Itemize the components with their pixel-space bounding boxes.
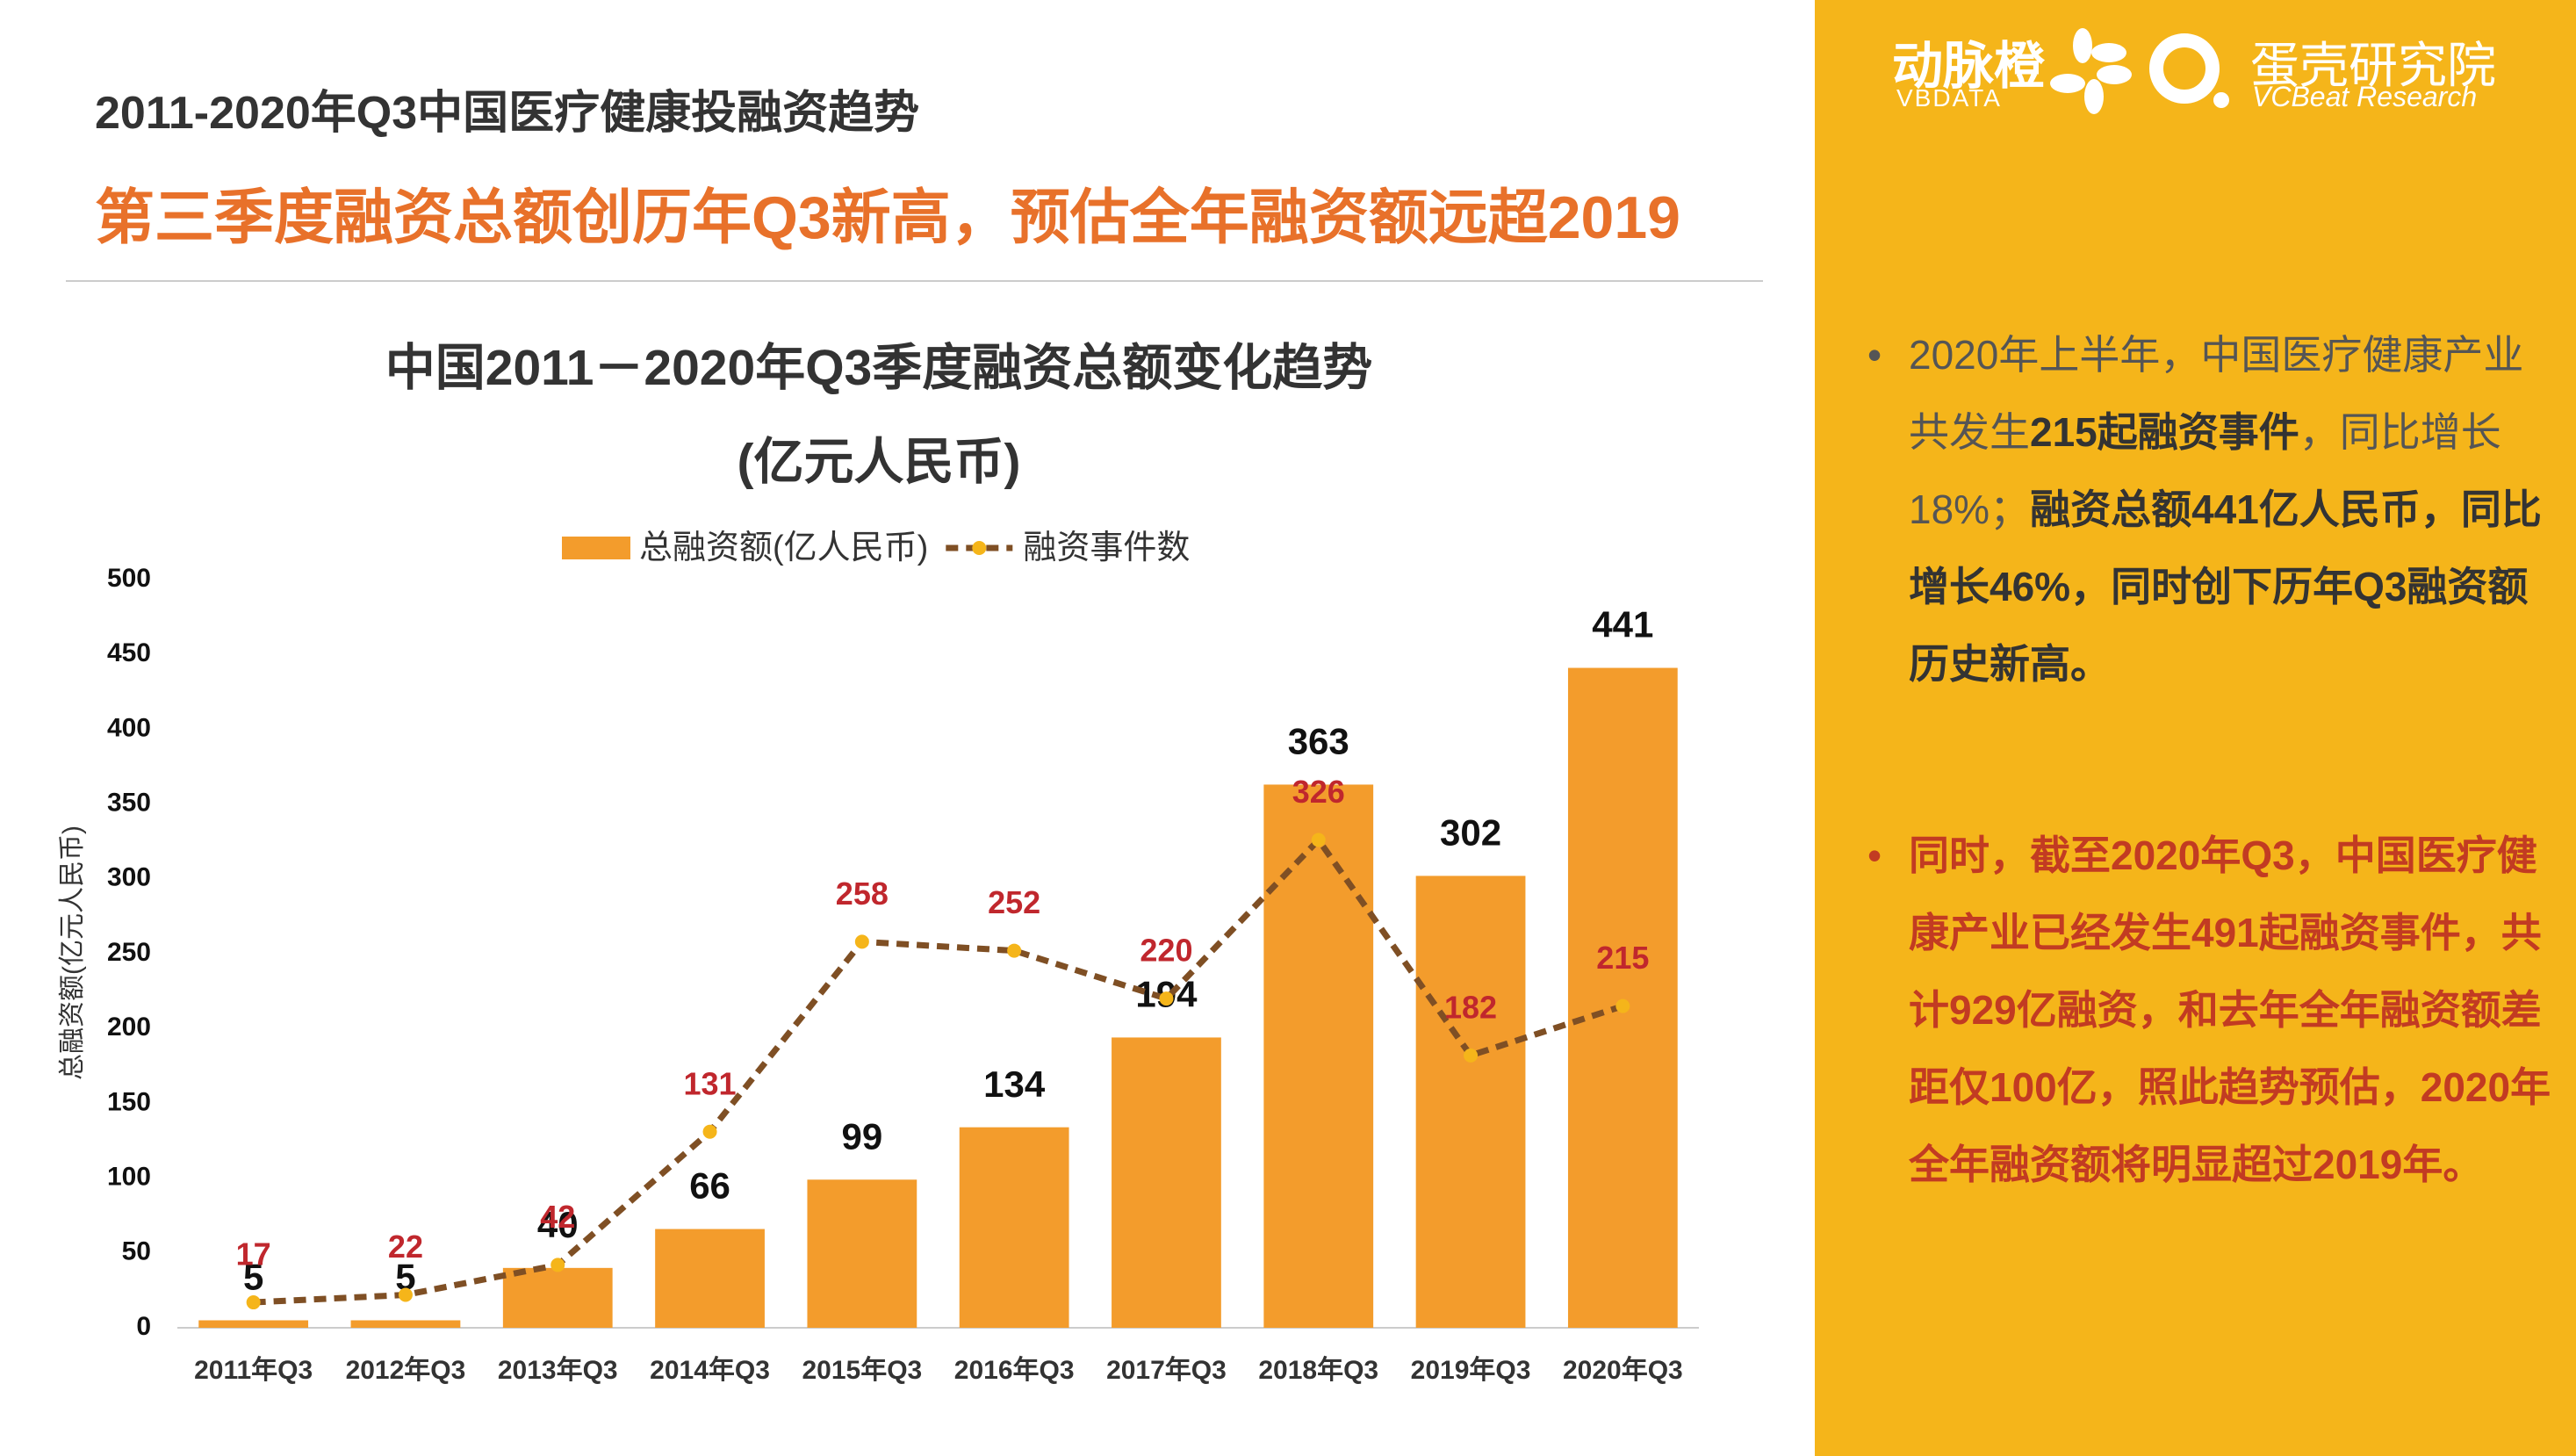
bar <box>198 1320 309 1328</box>
x-tick-label: 2018年Q3 <box>1258 1356 1378 1385</box>
bar <box>655 1229 765 1328</box>
flower-icon <box>2050 28 2132 114</box>
bar-value-label: 40 <box>537 1204 579 1245</box>
bar <box>959 1127 1069 1328</box>
y-tick-label: 400 <box>107 713 151 742</box>
egg-dot <box>2213 92 2229 108</box>
line-value-label: 258 <box>836 876 889 912</box>
bar-value-label: 134 <box>983 1063 1046 1105</box>
x-tick-label: 2015年Q3 <box>802 1356 922 1385</box>
line-value-label: 42 <box>540 1199 575 1235</box>
bullet-note: 同时，截至2020年Q3，中国医疗健康产业已经发生491起融资事件，共计929亿… <box>1867 817 2561 1203</box>
line-marker <box>1007 943 1022 958</box>
line-marker <box>854 934 869 949</box>
y-tick-label: 500 <box>107 564 151 593</box>
y-tick-label: 50 <box>122 1237 151 1266</box>
note-text: 2020年上半年，中国医疗健康产业共发生 <box>1909 332 2524 455</box>
chart-subtitle: (亿元人民币) <box>738 434 1021 490</box>
x-tick-label: 2016年Q3 <box>954 1356 1075 1385</box>
line-value-label: 131 <box>684 1065 737 1101</box>
bar <box>1263 784 1374 1328</box>
legend-swatch <box>972 541 987 555</box>
bar-value-label: 441 <box>1592 604 1653 645</box>
bar <box>350 1320 461 1328</box>
line-value-label: 220 <box>1140 933 1192 969</box>
note-text: 215起融资事件 <box>2030 409 2299 455</box>
sidebar <box>1815 0 2576 1456</box>
x-tick-label: 2011年Q3 <box>194 1356 313 1385</box>
y-tick-label: 450 <box>107 638 151 667</box>
legend-swatch <box>562 537 630 559</box>
notes: 2020年上半年，中国医疗健康产业共发生215起融资事件，同比增长18%；融资总… <box>1867 316 2561 1317</box>
logo-text: VBDATA <box>1896 84 2002 112</box>
bar-value-label: 363 <box>1288 721 1349 762</box>
y-tick-label: 300 <box>107 863 151 892</box>
logo-text: VCBeat Research <box>2252 81 2478 112</box>
x-tick-label: 2019年Q3 <box>1411 1356 1531 1385</box>
x-tick-label: 2013年Q3 <box>498 1356 618 1385</box>
bar-value-label: 302 <box>1440 811 1501 853</box>
y-tick-label: 100 <box>107 1163 151 1192</box>
bar <box>1415 876 1526 1328</box>
bullet-note: 2020年上半年，中国医疗健康产业共发生215起融资事件，同比增长18%；融资总… <box>1867 316 2561 703</box>
bar <box>1567 667 1678 1328</box>
line <box>253 835 1624 1306</box>
line-value-label: 17 <box>236 1236 271 1272</box>
logo-text: 动脉橙 <box>1892 38 2046 95</box>
chart-title: 中国2011－2020年Q3季度融资总额变化趋势 <box>385 340 1373 396</box>
x-tick-label: 2012年Q3 <box>346 1356 466 1385</box>
line-value-label: 182 <box>1444 989 1497 1025</box>
bar <box>807 1179 917 1328</box>
bar <box>502 1267 613 1328</box>
line-marker <box>1615 998 1630 1013</box>
y-tick-label: 150 <box>107 1087 151 1116</box>
y-tick-label: 0 <box>136 1312 151 1341</box>
line-marker <box>1311 833 1326 847</box>
line-value-label: 215 <box>1596 940 1649 976</box>
note-text: 融资总额441亿人民币，同比增长46%，同时创下历年Q3融资额历史新高。 <box>1909 487 2542 687</box>
note-text: ，同比增长18%； <box>1909 409 2501 532</box>
page-subtitle: 第三季度融资总额创历年Q3新高，预估全年融资额远超2019 <box>95 184 1680 251</box>
line-marker <box>702 1124 717 1139</box>
line-marker <box>1464 1048 1479 1063</box>
x-tick-label: 2017年Q3 <box>1106 1356 1227 1385</box>
y-tick-label: 200 <box>107 1013 151 1042</box>
line-value-label: 252 <box>988 884 1040 920</box>
bar-value-label: 99 <box>841 1115 882 1157</box>
bar-value-label: 66 <box>689 1165 730 1207</box>
x-tick-label: 2014年Q3 <box>650 1356 770 1385</box>
y-tick-label: 250 <box>107 938 151 967</box>
line-marker <box>1159 991 1174 1006</box>
logo-text: 蛋壳研究院 <box>2250 38 2496 93</box>
legend-label: 融资事件数 <box>1023 530 1190 566</box>
bar-value-label: 5 <box>395 1257 415 1298</box>
chart: 中国2011－2020年Q3季度融资总额变化趋势 (亿元人民币) 总融资额(亿元… <box>58 340 1699 1385</box>
line-marker <box>246 1295 261 1310</box>
line-marker <box>398 1287 413 1302</box>
line-value-label: 326 <box>1292 774 1345 810</box>
legend-label: 总融资额(亿人民币) <box>639 530 928 566</box>
bar <box>1112 1037 1221 1328</box>
line-value-label: 22 <box>388 1229 423 1265</box>
x-tick-label: 2020年Q3 <box>1563 1356 1683 1385</box>
bar-value-label: 5 <box>243 1257 263 1298</box>
page-title: 2011-2020年Q3中国医疗健康投融资趋势 <box>95 88 920 139</box>
note-text: 同时，截至2020年Q3，中国医疗健康产业已经发生491起融资事件，共计929亿… <box>1909 833 2551 1187</box>
divider <box>66 280 1763 282</box>
egg-icon <box>2149 33 2220 104</box>
line-marker <box>550 1258 565 1272</box>
y-tick-label: 350 <box>107 789 151 818</box>
y-axis-label: 总融资额(亿元人民币) <box>58 825 87 1080</box>
